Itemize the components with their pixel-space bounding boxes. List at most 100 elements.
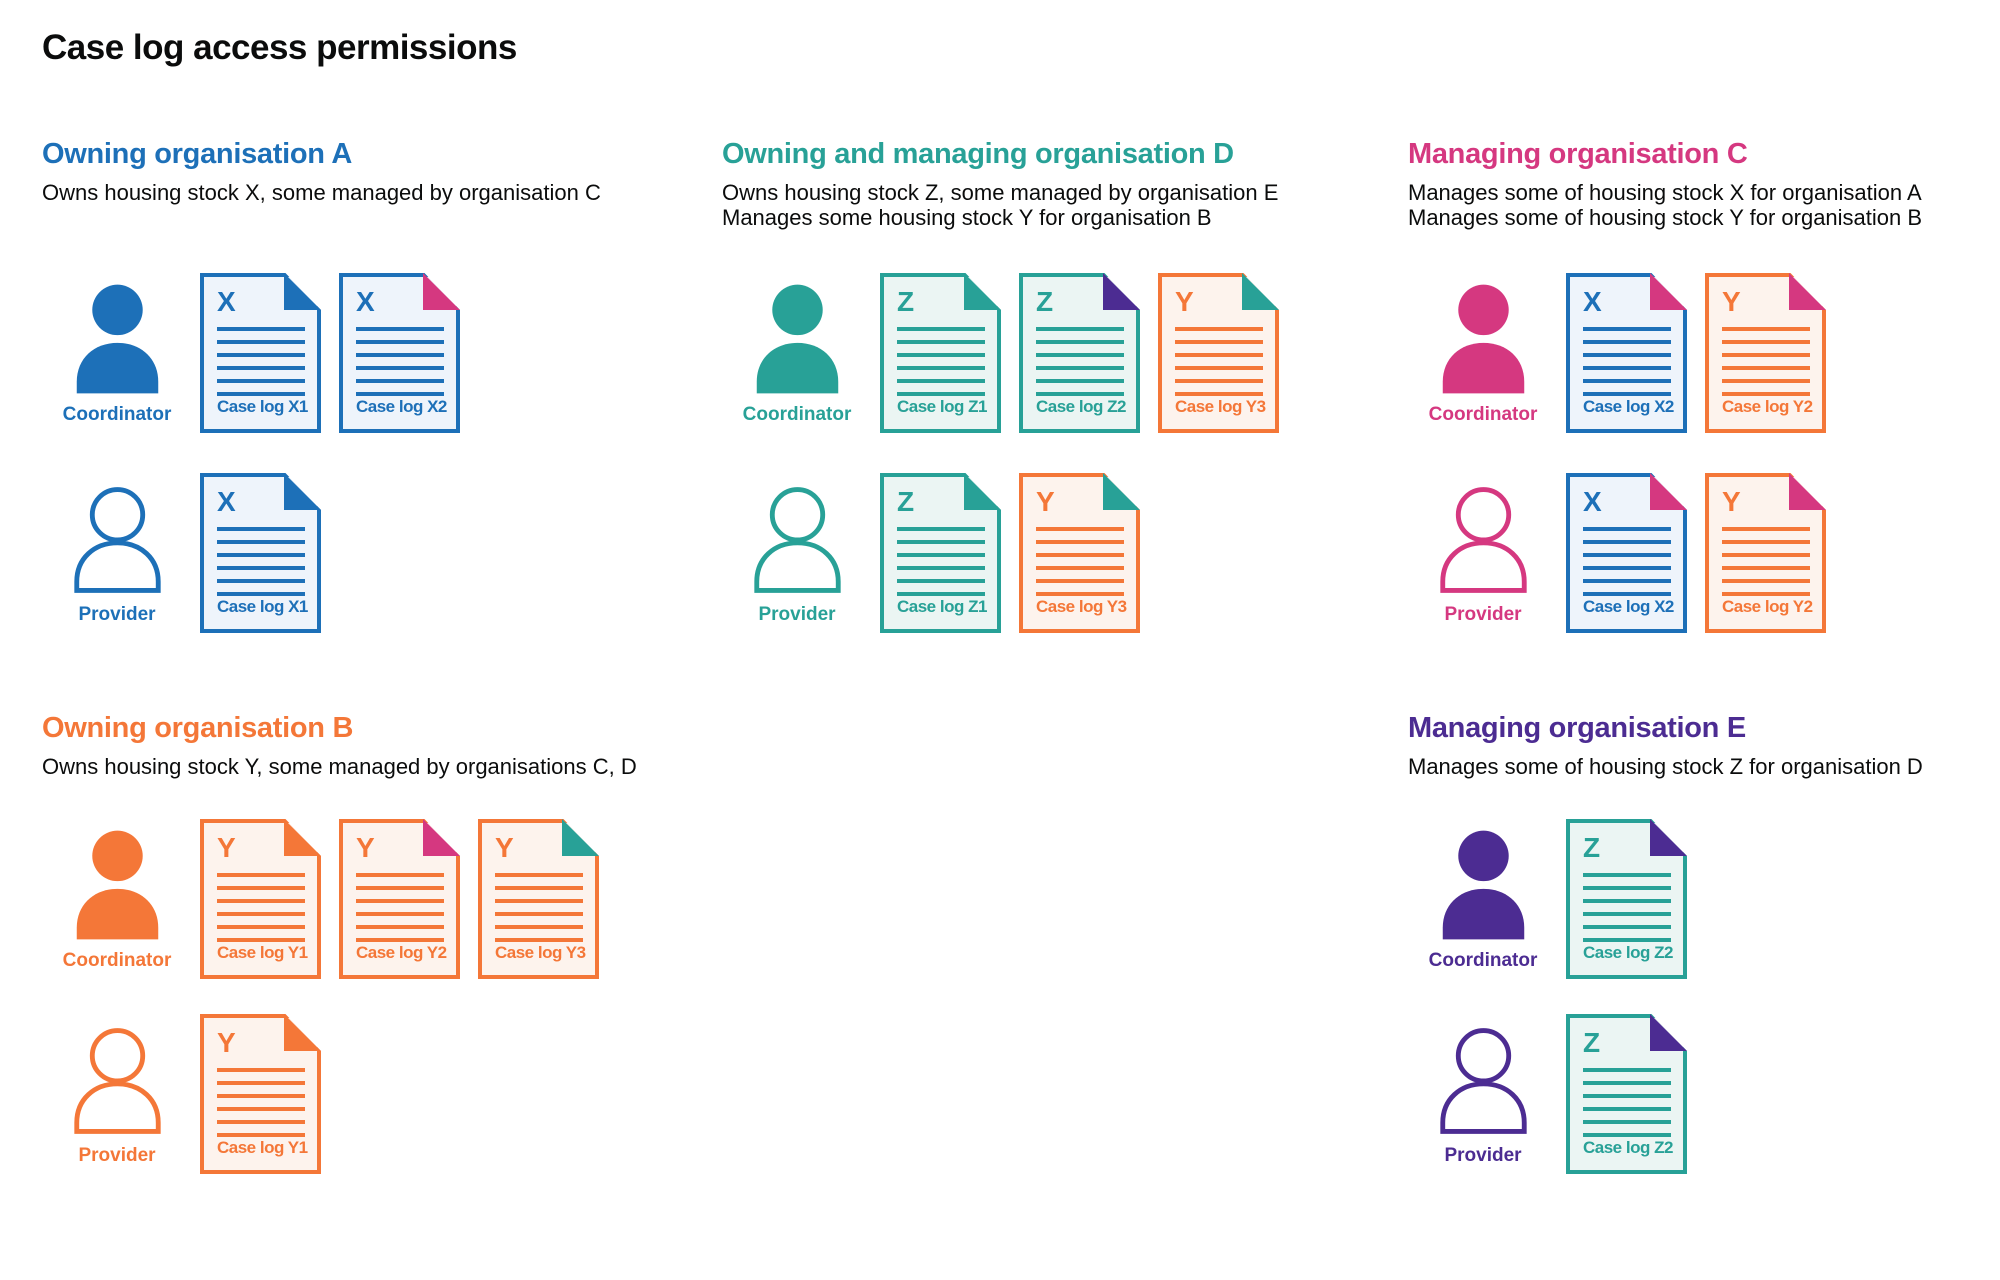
coordinator-icon bbox=[756, 284, 838, 394]
doc-text-lines bbox=[1583, 527, 1671, 596]
doc-text-lines bbox=[897, 327, 985, 396]
doc-label: Case log X2 bbox=[1583, 397, 1674, 416]
doc-letter: X bbox=[356, 286, 375, 317]
case-log-doc: Y Case log Y3 bbox=[1019, 473, 1140, 633]
case-log-doc: Z Case log Z2 bbox=[1566, 819, 1687, 979]
coordinator-icon bbox=[76, 830, 158, 940]
role-label: Provider bbox=[1444, 604, 1522, 625]
role-label: Coordinator bbox=[1428, 950, 1538, 971]
doc-letter: X bbox=[217, 486, 236, 517]
doc-label: Case log Y3 bbox=[1175, 397, 1266, 416]
provider-icon bbox=[753, 487, 841, 593]
coordinator-row: Coordinator X Case log X2 Y Case log Y2 bbox=[1408, 273, 1826, 433]
doc-letter: X bbox=[1583, 286, 1602, 317]
role-label: Coordinator bbox=[62, 404, 172, 425]
doc-text-lines bbox=[356, 327, 444, 396]
provider-row: Provider X Case log X2 Y Case log Y2 bbox=[1408, 473, 1826, 633]
description-line: Owns housing stock Y, some managed by or… bbox=[42, 754, 637, 779]
doc-label: Case log Z1 bbox=[897, 597, 987, 616]
provider-icon bbox=[1439, 1028, 1527, 1134]
case-log-doc: Z Case log Z1 bbox=[880, 273, 1001, 433]
case-log-doc: Y Case log Y1 bbox=[200, 1014, 321, 1174]
case-log-doc: X Case log X1 bbox=[200, 273, 321, 433]
section-description: Owns housing stock Z, some managed by or… bbox=[722, 180, 1402, 230]
description-line: Manages some of housing stock Z for orga… bbox=[1408, 754, 1923, 779]
case-log-doc: Y Case log Y3 bbox=[478, 819, 599, 979]
section-heading: Owning and managing organisation D bbox=[722, 138, 1234, 170]
doc-letter: Y bbox=[217, 1027, 236, 1058]
doc-label: Case log X2 bbox=[356, 397, 447, 416]
role-label: Provider bbox=[78, 1145, 156, 1166]
doc-label: Case log Z1 bbox=[897, 397, 987, 416]
description-line: Manages some of housing stock Y for orga… bbox=[1408, 205, 1923, 230]
coordinator-row: Coordinator X Case log X1 X Case log X2 bbox=[42, 273, 460, 433]
coordinator-row: Coordinator Y Case log Y1 Y Case log Y2 bbox=[42, 819, 599, 979]
provider-figure: Provider bbox=[1408, 473, 1558, 626]
doc-letter: Y bbox=[1036, 486, 1055, 517]
doc-letter: X bbox=[1583, 486, 1602, 517]
coordinator-figure: Coordinator bbox=[1408, 819, 1558, 972]
section-description: Manages some of housing stock X for orga… bbox=[1408, 180, 1998, 230]
doc-text-lines bbox=[217, 327, 305, 396]
role-label: Provider bbox=[1444, 1145, 1522, 1166]
section-heading: Owning organisation A bbox=[42, 138, 353, 170]
doc-letter: Z bbox=[1036, 286, 1054, 317]
provider-figure: Provider bbox=[42, 1014, 192, 1167]
doc-label: Case log Y1 bbox=[217, 1138, 308, 1157]
doc-text-lines bbox=[897, 527, 985, 596]
section-owning-organisation-a: Owning organisation A Owns housing stock… bbox=[42, 138, 702, 638]
section-heading: Managing organisation E bbox=[1408, 712, 1746, 744]
doc-group: Y Case log Y1 Y Case log Y2 Y Case log Y… bbox=[200, 819, 599, 979]
doc-label: Case log Y3 bbox=[1036, 597, 1127, 616]
doc-text-lines bbox=[1722, 527, 1810, 596]
doc-text-lines bbox=[356, 873, 444, 942]
provider-figure: Provider bbox=[42, 473, 192, 626]
doc-label: Case log Y3 bbox=[495, 943, 586, 962]
coordinator-icon bbox=[1442, 284, 1524, 394]
role-label: Coordinator bbox=[1428, 404, 1538, 425]
section-managing-organisation-e: Managing organisation E Manages some of … bbox=[1408, 712, 1998, 1192]
doc-label: Case log Y2 bbox=[356, 943, 447, 962]
doc-text-lines bbox=[1583, 873, 1671, 942]
doc-letter: Z bbox=[897, 486, 915, 517]
description-line: Manages some of housing stock X for orga… bbox=[1408, 180, 1922, 205]
provider-row: Provider X Case log X1 bbox=[42, 473, 321, 633]
provider-figure: Provider bbox=[1408, 1014, 1558, 1167]
section-heading: Managing organisation C bbox=[1408, 138, 1748, 170]
case-log-doc: X Case log X2 bbox=[1566, 273, 1687, 433]
section-owning-managing-organisation-d: Owning and managing organisation D Owns … bbox=[722, 138, 1402, 638]
case-log-doc: X Case log X2 bbox=[1566, 473, 1687, 633]
doc-label: Case log Y2 bbox=[1722, 397, 1813, 416]
doc-label: Case log Z2 bbox=[1036, 397, 1126, 416]
doc-letter: Y bbox=[217, 832, 236, 863]
doc-group: Z Case log Z1 Y Case log Y3 bbox=[880, 473, 1140, 633]
role-label: Provider bbox=[78, 604, 156, 625]
doc-letter: Y bbox=[1722, 286, 1741, 317]
provider-row: Provider Y Case log Y1 bbox=[42, 1014, 321, 1174]
role-label: Coordinator bbox=[742, 404, 852, 425]
case-log-doc: Z Case log Z1 bbox=[880, 473, 1001, 633]
case-log-doc: Y Case log Y3 bbox=[1158, 273, 1279, 433]
doc-label: Case log X1 bbox=[217, 397, 308, 416]
doc-letter: Y bbox=[1175, 286, 1194, 317]
doc-label: Case log Z2 bbox=[1583, 943, 1673, 962]
doc-group: Y Case log Y1 bbox=[200, 1014, 321, 1174]
doc-label: Case log Z2 bbox=[1583, 1138, 1673, 1157]
description-line: Manages some housing stock Y for organis… bbox=[722, 205, 1212, 230]
doc-letter: Y bbox=[1722, 486, 1741, 517]
doc-label: Case log X1 bbox=[217, 597, 308, 616]
doc-text-lines bbox=[495, 873, 583, 942]
coordinator-figure: Coordinator bbox=[42, 819, 192, 972]
doc-text-lines bbox=[1175, 327, 1263, 396]
doc-letter: Z bbox=[897, 286, 915, 317]
role-label: Coordinator bbox=[62, 950, 172, 971]
case-log-doc: Y Case log Y1 bbox=[200, 819, 321, 979]
doc-group: X Case log X2 Y Case log Y2 bbox=[1566, 273, 1826, 433]
doc-group: Z Case log Z2 bbox=[1566, 819, 1687, 979]
case-log-doc: Y Case log Y2 bbox=[339, 819, 460, 979]
doc-text-lines bbox=[1583, 1068, 1671, 1137]
provider-row: Provider Z Case log Z1 Y Case log Y3 bbox=[722, 473, 1140, 633]
case-log-doc: X Case log X1 bbox=[200, 473, 321, 633]
doc-group: Z Case log Z2 bbox=[1566, 1014, 1687, 1174]
